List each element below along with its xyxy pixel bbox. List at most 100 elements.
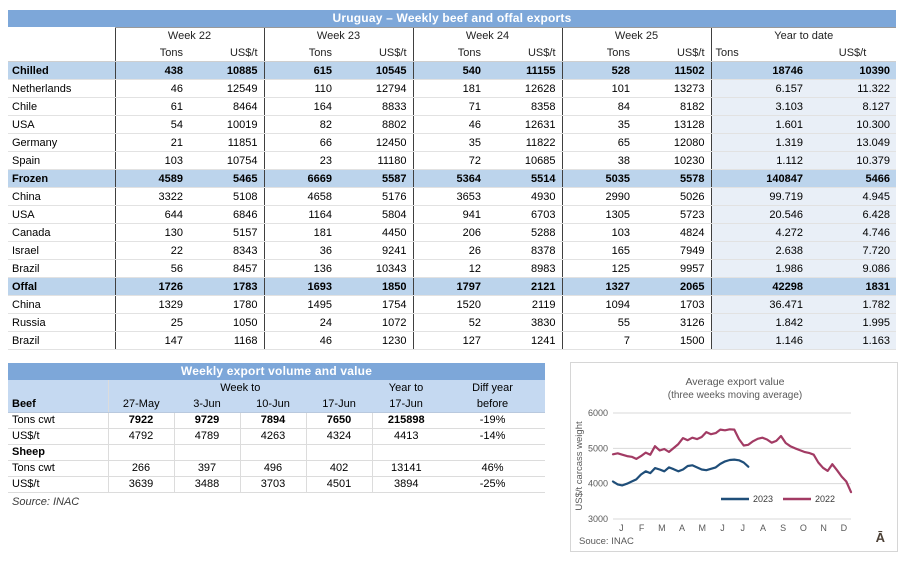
row-label: Tons cwt: [8, 412, 109, 429]
cell: 35: [561, 115, 636, 134]
cell: 54: [114, 115, 189, 134]
x-tick-label: D: [841, 523, 848, 533]
cell: 9241: [338, 241, 413, 260]
cell: 1500: [636, 331, 711, 350]
section-row: Sheep: [8, 444, 546, 461]
section-row: Offal 1726 1783 1693 1850 1797 2121 1327 2065 422…: [8, 277, 897, 296]
table-row: Canada 130 5157 181 4450 206 5288 103 4824 4.272 4…: [8, 223, 897, 242]
row-label: Brazil: [8, 331, 115, 350]
cell: 9957: [636, 259, 711, 278]
chart-subtitle: (three weeks moving average): [668, 390, 803, 401]
cell: 125: [561, 259, 636, 278]
cell: 164: [263, 97, 338, 116]
cell: -19%: [440, 412, 546, 429]
cell: 615: [263, 61, 338, 80]
cell: 4263: [240, 428, 307, 445]
table-row: Netherlands 46 12549 110 12794 181 12628 101 132…: [8, 79, 897, 98]
cell: 66: [263, 133, 338, 152]
cell: 11155: [487, 61, 562, 80]
cell: 206: [412, 223, 487, 242]
cell: 12: [412, 259, 487, 278]
table-row: China 3322 5108 4658 5176 3653 4930 2990 5026 99.…: [8, 187, 897, 206]
cell: 5288: [487, 223, 562, 242]
table-row: USA 644 6846 1164 5804 941 6703 1305 5723 20.546 6…: [8, 205, 897, 224]
row-label: Sheep: [8, 444, 109, 461]
beef-label: Beef: [8, 396, 109, 413]
cell: 1703: [636, 295, 711, 314]
cell: 42298: [710, 277, 809, 296]
cell: 38: [561, 151, 636, 170]
ytd-unit-tons: Tons: [710, 44, 809, 62]
cell: 181: [412, 79, 487, 98]
y-tick-label: 4000: [588, 479, 608, 489]
cell: 528: [561, 61, 636, 80]
cell: 25: [114, 313, 189, 332]
cell: [306, 444, 373, 461]
row-label: US$/t: [8, 476, 109, 493]
cell: 11502: [636, 61, 711, 80]
cell: 61: [114, 97, 189, 116]
table1-title: Uruguay – Weekly beef and offal exports: [8, 10, 896, 27]
cell: 127: [412, 331, 487, 350]
cell: 4.272: [710, 223, 809, 242]
cell: 8802: [338, 115, 413, 134]
cell: 110: [263, 79, 338, 98]
cell: 4.945: [809, 187, 897, 206]
x-tick-label: S: [780, 523, 786, 533]
cell: 12080: [636, 133, 711, 152]
section-row: Chilled 438 10885 615 10545 540 11155 528 11502 1…: [8, 61, 897, 80]
cell: 3703: [240, 476, 307, 493]
row-label: China: [8, 187, 115, 206]
cell: 1850: [338, 277, 413, 296]
cell: 71: [412, 97, 487, 116]
cell: 52: [412, 313, 487, 332]
cell: 1.146: [710, 331, 809, 350]
cell: 3322: [114, 187, 189, 206]
cell: 2990: [561, 187, 636, 206]
cell: 7949: [636, 241, 711, 260]
row-label: Frozen: [8, 169, 115, 188]
week-header-row: Week 22 Week 23 Week 24 Week 25 Year to date: [8, 27, 897, 45]
unit-header-tons: Tons: [263, 44, 338, 62]
cell: 2.638: [710, 241, 809, 260]
cell: 7650: [306, 412, 373, 429]
cell: 3639: [108, 476, 175, 493]
cell: 72: [412, 151, 487, 170]
cell: 6669: [263, 169, 338, 188]
table-row: Brazil 56 8457 136 10343 12 8983 125 9957 1.986 9.…: [8, 259, 897, 278]
cell: 20.546: [710, 205, 809, 224]
ytd-header: Year to date: [710, 27, 897, 45]
row-label: Offal: [8, 277, 115, 296]
cell: 130: [114, 223, 189, 242]
table-row: Israel 22 8343 36 9241 26 8378 165 7949 2.638 7.72…: [8, 241, 897, 260]
row-label: Netherlands: [8, 79, 115, 98]
cell: 10.379: [809, 151, 897, 170]
corner-cell: [8, 44, 115, 62]
cell: 13273: [636, 79, 711, 98]
cell: 1.112: [710, 151, 809, 170]
table-row: US$/t 4792 4789 4263 4324 4413 -14%: [8, 428, 546, 445]
row-label: USA: [8, 205, 115, 224]
cell: 1.319: [710, 133, 809, 152]
week-header: Week 25: [561, 27, 711, 45]
cell: 7922: [108, 412, 175, 429]
cell: 5804: [338, 205, 413, 224]
x-tick-label: J: [720, 523, 725, 533]
cell: 36.471: [710, 295, 809, 314]
corner-cell: [8, 28, 115, 45]
date-header-row: Beef 27-May 3-Jun 10-Jun 17-Jun 17-Jun before: [8, 396, 546, 413]
unit-header-tons: Tons: [412, 44, 487, 62]
row-label: Tons cwt: [8, 460, 109, 477]
cell: 1230: [338, 331, 413, 350]
year-to-header: Year to: [372, 380, 441, 396]
series-line-2023: [611, 458, 750, 487]
cell: 1726: [114, 277, 189, 296]
cell: 1329: [114, 295, 189, 314]
x-tick-label: F: [639, 523, 645, 533]
cell: 103: [561, 223, 636, 242]
cell: 10685: [487, 151, 562, 170]
cell: 24: [263, 313, 338, 332]
row-label: USA: [8, 115, 115, 134]
cell: 55: [561, 313, 636, 332]
unit-header-price: US$/t: [636, 44, 711, 62]
